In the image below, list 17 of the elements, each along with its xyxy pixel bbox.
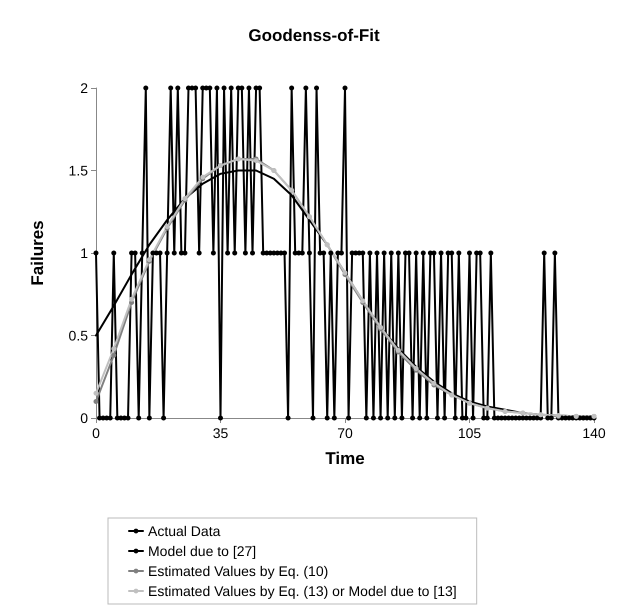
legend-label: Actual Data	[148, 523, 221, 539]
y-tick-label: 1.5	[68, 162, 88, 178]
x-tick-label: 140	[582, 425, 606, 441]
legend-label: Model due to [27]	[148, 543, 256, 559]
chart-title: Goodenss-of-Fit	[248, 26, 380, 45]
y-tick-label: 0.5	[68, 328, 88, 344]
y-tick-label: 1	[80, 245, 88, 261]
x-tick-label: 105	[458, 425, 482, 441]
y-tick-label: 2	[80, 80, 88, 96]
x-tick-label: 0	[92, 425, 100, 441]
legend-label: Estimated Values by Eq. (10)	[148, 563, 328, 579]
y-tick-label: 0	[80, 410, 88, 426]
x-axis-title: Time	[325, 449, 365, 468]
x-tick-label: 70	[337, 425, 353, 441]
y-axis-title: Failures	[28, 220, 47, 286]
legend-label: Estimated Values by Eq. (13) or Model due to [13]	[148, 583, 457, 599]
x-tick-label: 35	[212, 425, 228, 441]
